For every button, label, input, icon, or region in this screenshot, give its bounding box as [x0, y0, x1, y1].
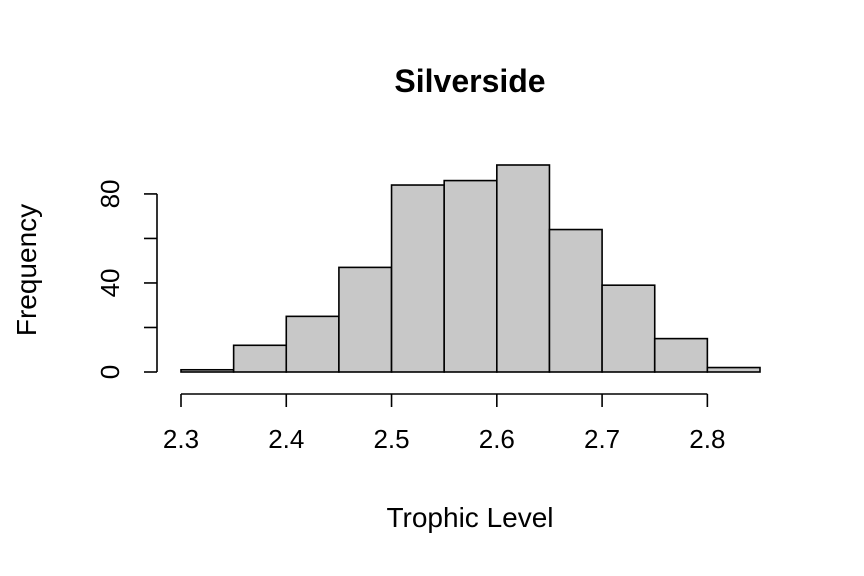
chart-title: Silverside — [394, 63, 545, 99]
bars-group — [180, 164, 761, 373]
histogram-bar — [706, 366, 761, 373]
histogram-bar — [548, 228, 603, 373]
x-tick-label: 2.5 — [373, 424, 409, 454]
histogram-bar — [285, 315, 340, 373]
y-tick-label: 0 — [95, 365, 125, 379]
x-axis: 2.3 2.4 2.5 2.6 2.7 2.8 — [163, 393, 725, 454]
x-tick-label: 2.6 — [479, 424, 515, 454]
histogram-bar — [601, 284, 656, 373]
histogram-bar — [232, 344, 288, 373]
histogram-bar — [180, 368, 235, 373]
y-axis-label: Frequency — [11, 204, 42, 336]
x-tick-label: 2.4 — [268, 424, 304, 454]
histogram-bar — [338, 266, 393, 373]
x-tick-label: 2.8 — [689, 424, 725, 454]
histogram-bar — [653, 337, 709, 373]
histogram-bar — [443, 179, 498, 373]
x-axis-label: Trophic Level — [386, 502, 553, 533]
y-tick-label: 40 — [95, 269, 125, 298]
x-tick-label: 2.7 — [584, 424, 620, 454]
x-tick-label: 2.3 — [163, 424, 199, 454]
histogram-bar — [390, 184, 445, 373]
y-axis: 0 40 80 — [95, 179, 158, 379]
histogram-bar — [496, 164, 551, 373]
y-tick-label: 80 — [95, 179, 125, 208]
